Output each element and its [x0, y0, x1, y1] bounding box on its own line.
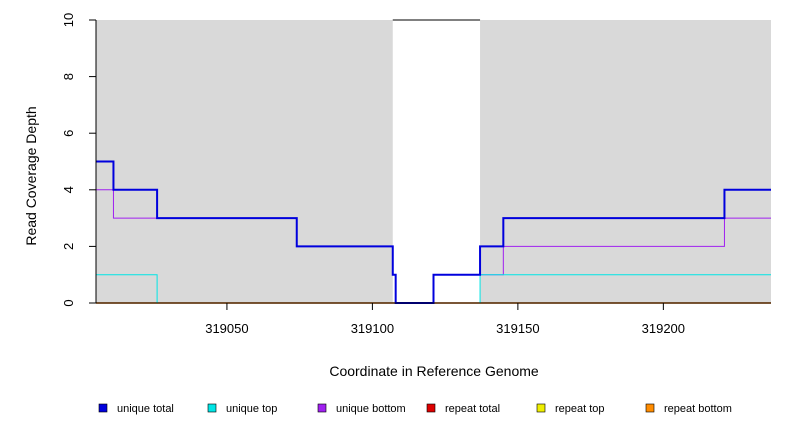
legend-label-0: unique total [117, 403, 174, 415]
x-tick-label-1: 319100 [351, 321, 394, 336]
y-axis-title: Read Coverage Depth [23, 106, 39, 245]
y-tick-label-2: 4 [61, 186, 76, 193]
legend-swatch-0 [98, 403, 108, 413]
legend-label-5: repeat bottom [664, 403, 732, 415]
y-tick-label-5: 10 [61, 13, 76, 27]
x-tick-label-3: 319200 [642, 321, 685, 336]
gap-regions [392, 19, 481, 303]
legend-swatch-5 [645, 403, 655, 413]
legend-label-4: repeat top [555, 403, 605, 415]
y-tick-label-1: 2 [61, 243, 76, 250]
y-tick-label-3: 6 [61, 130, 76, 137]
y-tick-label-4: 8 [61, 73, 76, 80]
legend-label-1: unique top [226, 403, 277, 415]
axes: 0 2 4 6 8 10 319050 319100 319150 319200 [61, 13, 771, 336]
series-line-0 [96, 160, 771, 304]
x-axis-title: Coordinate in Reference Genome [329, 363, 539, 379]
legend: unique total unique top unique bottom repea… [98, 403, 732, 415]
gap-region-0 [392, 20, 481, 303]
legend-swatch-2 [317, 403, 327, 413]
x-tick-label-0: 319050 [205, 321, 248, 336]
y-tick-label-0: 0 [61, 299, 76, 306]
legend-swatch-3 [426, 403, 436, 413]
legend-swatch-1 [207, 403, 217, 413]
legend-swatch-4 [536, 403, 546, 413]
x-tick-label-2: 319150 [496, 321, 539, 336]
legend-label-3: repeat total [445, 403, 500, 415]
legend-label-2: unique bottom [336, 403, 406, 415]
